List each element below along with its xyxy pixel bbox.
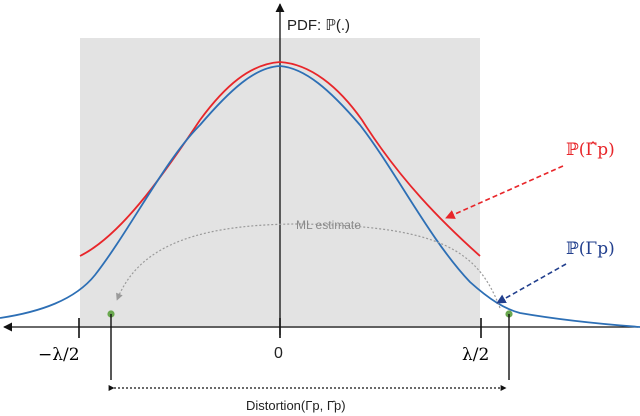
blue-curve-label: ℙ(Γp): [566, 239, 615, 259]
red-label-arrow: [445, 165, 564, 219]
ml-estimate-label: ML estimate: [296, 218, 361, 232]
pdf-title: PDF: ℙ(.): [287, 17, 350, 34]
ml-estimate-arrow: [116, 223, 501, 309]
blue-pdf-curve: [0, 65, 640, 328]
distortion-label: Distortion(Γp, Γ̂p): [246, 398, 346, 413]
red-curve-label: ℙ(Γ̂p): [566, 140, 615, 160]
tick-label-right: λ/2: [462, 345, 489, 365]
blue-label-arrow: [496, 263, 567, 304]
tick-label-left: −λ/2: [38, 345, 80, 365]
tick-label-zero: 0: [274, 345, 283, 362]
